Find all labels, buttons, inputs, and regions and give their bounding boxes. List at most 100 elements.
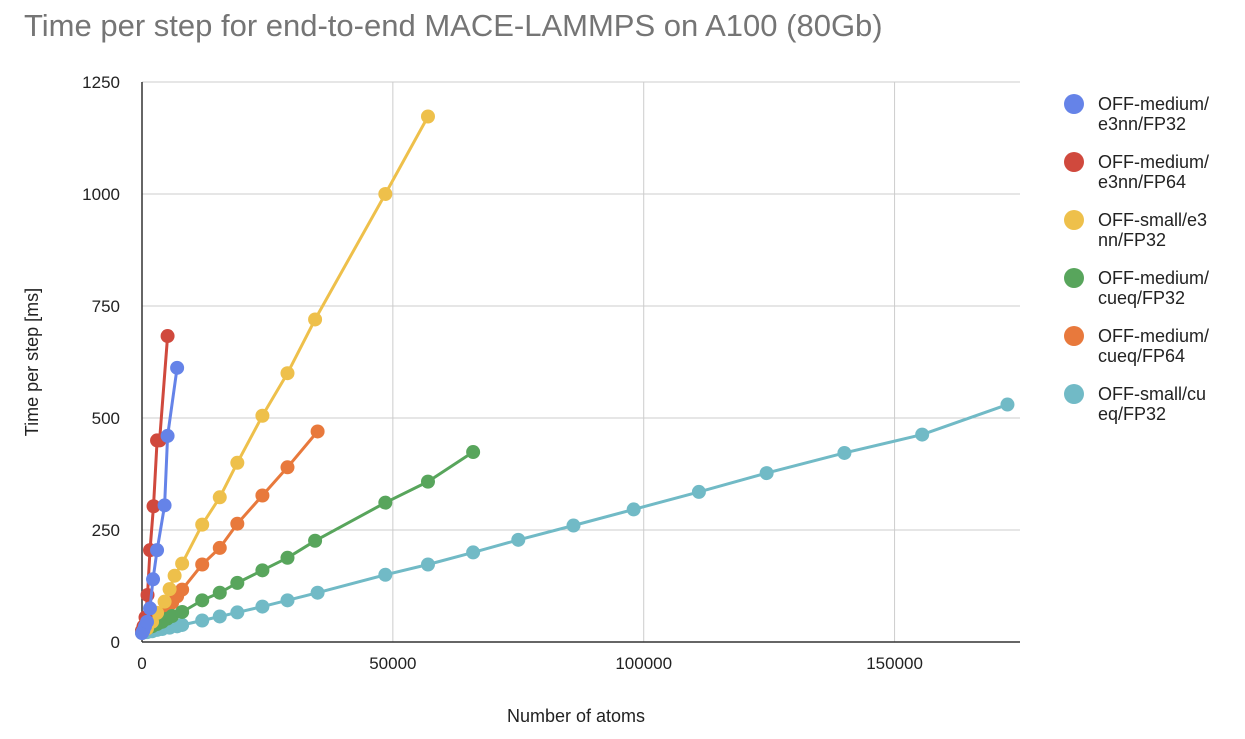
data-point[interactable] <box>195 557 210 572</box>
legend-label: OFF-medium/ <box>1098 152 1209 172</box>
legend-swatch <box>1064 94 1084 114</box>
data-point[interactable] <box>255 488 270 503</box>
data-point[interactable] <box>420 109 435 124</box>
data-point[interactable] <box>195 593 210 608</box>
data-point[interactable] <box>255 599 270 614</box>
series-layer <box>135 109 1015 641</box>
data-point[interactable] <box>255 563 270 578</box>
data-point[interactable] <box>230 516 245 531</box>
data-point[interactable] <box>167 568 182 583</box>
series-4 <box>135 445 481 638</box>
data-point[interactable] <box>1000 397 1015 412</box>
legend-label: nn/FP32 <box>1098 230 1166 250</box>
data-point[interactable] <box>150 543 165 558</box>
data-point[interactable] <box>175 604 190 619</box>
legend[interactable]: OFF-medium/e3nn/FP32OFF-medium/e3nn/FP64… <box>1064 94 1209 424</box>
data-point[interactable] <box>466 445 481 460</box>
legend-item-2[interactable]: OFF-medium/e3nn/FP64 <box>1064 152 1209 192</box>
y-tick-label: 500 <box>92 409 120 428</box>
data-point[interactable] <box>160 329 175 344</box>
y-tick-label: 750 <box>92 297 120 316</box>
data-point[interactable] <box>175 617 190 632</box>
data-point[interactable] <box>195 613 210 628</box>
data-point[interactable] <box>466 545 481 560</box>
data-point[interactable] <box>310 424 325 439</box>
legend-label: OFF-medium/ <box>1098 268 1209 288</box>
data-point[interactable] <box>566 518 581 533</box>
data-point[interactable] <box>175 556 190 571</box>
legend-label: cueq/FP32 <box>1098 288 1185 308</box>
gridlines <box>142 81 1020 642</box>
legend-swatch <box>1064 152 1084 172</box>
data-point[interactable] <box>157 594 172 609</box>
data-point[interactable] <box>230 605 245 620</box>
series-3 <box>135 109 435 640</box>
legend-label: e3nn/FP32 <box>1098 114 1186 134</box>
data-point[interactable] <box>212 585 227 600</box>
data-point[interactable] <box>308 312 323 327</box>
data-point[interactable] <box>511 532 526 547</box>
y-tick-label: 0 <box>111 633 120 652</box>
legend-swatch <box>1064 326 1084 346</box>
legend-item-5[interactable]: OFF-medium/cueq/FP64 <box>1064 326 1209 366</box>
data-point[interactable] <box>915 427 930 442</box>
legend-label: OFF-small/e3 <box>1098 210 1207 230</box>
data-point[interactable] <box>143 601 158 616</box>
data-point[interactable] <box>170 360 185 375</box>
legend-swatch <box>1064 384 1084 404</box>
data-point[interactable] <box>378 567 393 582</box>
data-point[interactable] <box>280 550 295 565</box>
data-point[interactable] <box>212 490 227 505</box>
data-point[interactable] <box>255 408 270 423</box>
legend-label: OFF-medium/ <box>1098 94 1209 114</box>
legend-label: cueq/FP64 <box>1098 346 1185 366</box>
legend-label: OFF-medium/ <box>1098 326 1209 346</box>
legend-item-1[interactable]: OFF-medium/e3nn/FP32 <box>1064 94 1209 134</box>
data-point[interactable] <box>691 484 706 499</box>
legend-item-3[interactable]: OFF-small/e3nn/FP32 <box>1064 210 1207 250</box>
data-point[interactable] <box>420 474 435 489</box>
data-point[interactable] <box>212 540 227 555</box>
data-point[interactable] <box>212 609 227 624</box>
legend-item-6[interactable]: OFF-small/cueq/FP32 <box>1064 384 1206 424</box>
series-1 <box>135 360 185 641</box>
data-point[interactable] <box>420 557 435 572</box>
data-point[interactable] <box>175 582 190 597</box>
data-point[interactable] <box>378 187 393 201</box>
axes: 0 250 500 750 1000 1250 0 50000 100000 150000 <box>82 73 1020 673</box>
legend-label: eq/FP32 <box>1098 404 1166 424</box>
y-tick-label: 1000 <box>82 185 120 204</box>
data-point[interactable] <box>195 517 210 532</box>
data-point[interactable] <box>626 502 641 517</box>
data-point[interactable] <box>378 495 393 510</box>
x-tick-label: 50000 <box>369 654 416 673</box>
data-point[interactable] <box>280 460 295 475</box>
data-point[interactable] <box>146 499 161 514</box>
data-point[interactable] <box>146 572 161 587</box>
legend-label: OFF-small/cu <box>1098 384 1206 404</box>
data-point[interactable] <box>230 455 245 470</box>
y-axis-title: Time per step [ms] <box>22 288 42 436</box>
legend-swatch <box>1064 210 1084 230</box>
data-point[interactable] <box>230 575 245 590</box>
data-point[interactable] <box>160 428 175 443</box>
y-tick-label: 1250 <box>82 73 120 92</box>
data-point[interactable] <box>759 466 774 481</box>
data-point[interactable] <box>280 593 295 608</box>
data-point[interactable] <box>140 614 155 629</box>
x-tick-label: 150000 <box>866 654 923 673</box>
legend-label: e3nn/FP64 <box>1098 172 1186 192</box>
data-point[interactable] <box>162 582 177 597</box>
data-point[interactable] <box>157 498 172 513</box>
x-axis-title: Number of atoms <box>507 706 645 726</box>
data-point[interactable] <box>308 533 323 548</box>
data-point[interactable] <box>837 445 852 460</box>
data-point[interactable] <box>280 366 295 381</box>
x-tick-label: 0 <box>137 654 146 673</box>
series-6 <box>135 397 1015 641</box>
legend-item-4[interactable]: OFF-medium/cueq/FP32 <box>1064 268 1209 308</box>
chart-title: Time per step for end-to-end MACE-LAMMPS… <box>24 8 883 43</box>
data-point[interactable] <box>310 585 325 600</box>
legend-swatch <box>1064 268 1084 288</box>
